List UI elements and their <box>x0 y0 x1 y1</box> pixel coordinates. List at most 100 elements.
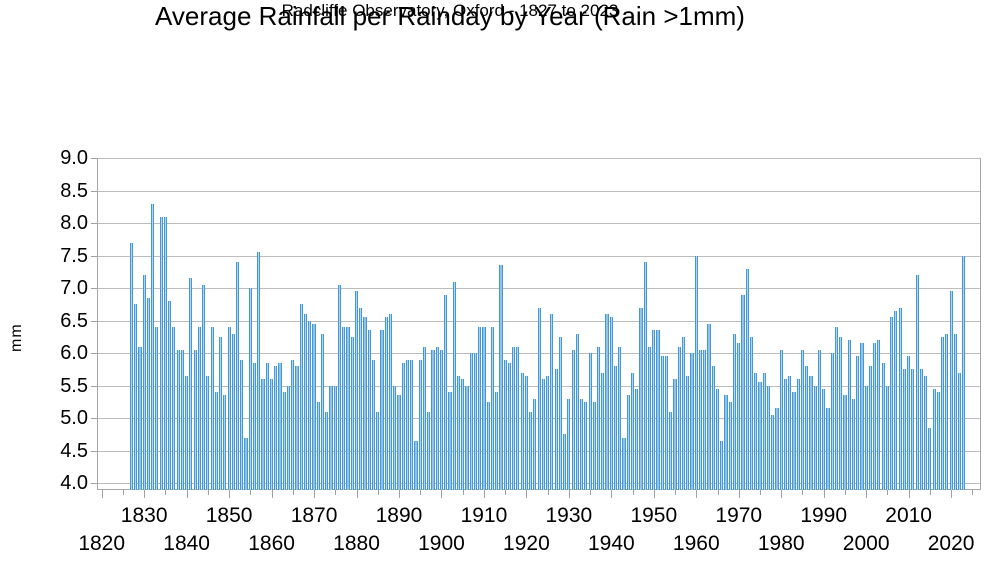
bar <box>847 340 851 490</box>
bar <box>698 349 703 490</box>
bar <box>202 284 206 490</box>
bar <box>465 385 469 490</box>
bar <box>775 408 779 490</box>
bar <box>308 320 312 490</box>
x-axis-minor-tick <box>590 490 592 495</box>
bar <box>749 336 754 490</box>
bar <box>792 392 796 490</box>
bar <box>957 372 962 490</box>
bar <box>197 327 201 490</box>
x-axis-label: 1870 <box>290 504 338 527</box>
bar <box>669 411 673 490</box>
x-axis-minor-tick <box>844 490 846 495</box>
x-axis-label: 1940 <box>587 532 635 555</box>
bar <box>495 392 499 490</box>
bar <box>469 353 473 490</box>
bar <box>303 314 308 490</box>
bar <box>711 366 715 490</box>
bar <box>252 362 257 490</box>
x-axis-major-tick <box>653 490 655 498</box>
y-gridline <box>98 158 980 159</box>
bar <box>333 385 337 490</box>
bar <box>214 392 218 490</box>
bar <box>856 356 860 490</box>
bar <box>766 385 771 490</box>
bar <box>554 369 558 490</box>
x-axis-major-tick <box>908 490 910 498</box>
chart-subtitle: Radcliffe Observatory, Oxford - 1827 to … <box>281 1 619 20</box>
bar <box>932 388 936 490</box>
bar <box>618 346 622 490</box>
x-axis-minor-tick <box>165 490 167 495</box>
x-axis-minor-tick <box>505 490 507 495</box>
bar <box>418 359 422 490</box>
x-axis-minor-tick <box>547 490 549 495</box>
bar <box>941 336 945 490</box>
x-axis-minor-tick <box>250 490 252 495</box>
x-axis-major-tick <box>738 490 740 498</box>
bar <box>397 395 401 490</box>
x-axis-major-tick <box>101 490 103 498</box>
bar <box>546 375 550 490</box>
x-axis-major-tick <box>271 490 273 498</box>
bar <box>282 392 286 490</box>
y-axis-tick <box>91 353 97 354</box>
y-axis-tick <box>91 483 97 484</box>
x-axis-label: 2000 <box>842 532 890 555</box>
x-axis-minor-tick <box>207 490 209 495</box>
bar <box>316 401 320 490</box>
bar <box>953 333 957 490</box>
x-axis-label: 1990 <box>800 504 848 527</box>
y-axis-tick <box>91 320 97 322</box>
bar <box>868 366 872 490</box>
bar <box>388 314 393 490</box>
bar <box>715 388 720 490</box>
bar <box>660 356 664 490</box>
bar <box>274 366 278 490</box>
bar <box>380 330 384 490</box>
bar <box>839 336 843 490</box>
bar <box>622 437 626 490</box>
bar <box>962 255 966 490</box>
x-axis-minor-tick <box>377 490 379 495</box>
bar <box>405 359 410 490</box>
bar <box>707 323 711 490</box>
bar <box>320 333 325 490</box>
y-gridline <box>98 288 980 289</box>
bar <box>830 353 834 490</box>
bar <box>809 375 813 490</box>
bar <box>354 291 359 490</box>
bar <box>902 369 906 490</box>
bar <box>919 369 923 490</box>
bar <box>393 385 397 490</box>
x-axis-minor-tick <box>675 490 677 495</box>
x-axis-minor-tick <box>420 490 422 495</box>
bar <box>482 327 486 490</box>
bar <box>779 349 783 490</box>
bar <box>605 314 609 490</box>
bar <box>677 346 681 490</box>
x-axis-label: 1920 <box>503 532 550 555</box>
x-axis-minor-tick <box>887 490 889 495</box>
bar <box>864 385 868 490</box>
bar <box>206 375 210 490</box>
x-axis-minor-tick <box>972 490 974 495</box>
bar <box>584 401 588 490</box>
x-axis-major-tick <box>314 490 316 498</box>
bar <box>537 307 541 490</box>
bar <box>813 385 817 490</box>
x-axis-label: 1900 <box>418 532 465 555</box>
x-axis-major-tick <box>526 490 528 498</box>
bar <box>762 372 766 490</box>
y-axis-label: 9.0 <box>60 147 88 169</box>
bar <box>928 427 932 490</box>
bar <box>265 362 269 490</box>
bar <box>503 359 507 490</box>
bar <box>601 372 605 490</box>
bar <box>826 408 830 490</box>
bar <box>524 375 528 490</box>
bar <box>138 346 142 490</box>
x-axis-label: 2020 <box>927 532 975 555</box>
bar <box>163 216 167 490</box>
bar <box>681 336 686 490</box>
